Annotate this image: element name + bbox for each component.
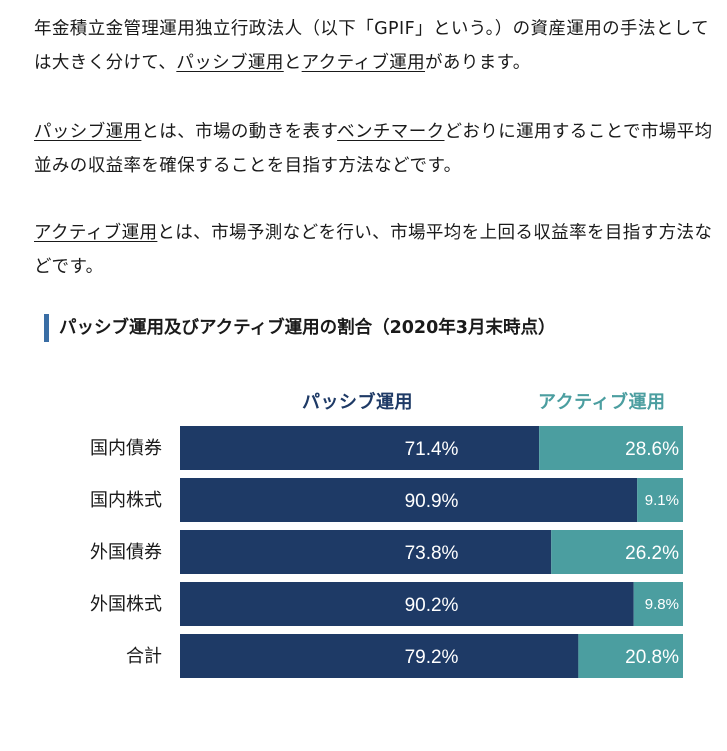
active-bar	[578, 634, 683, 678]
passive-bar	[180, 530, 552, 574]
active-bar	[637, 478, 683, 522]
intro-text: 年金積立金管理運用独立行政法人（以下「GPIF」という。）の資産運用の手法として…	[34, 19, 710, 73]
passive-bar	[180, 582, 634, 626]
active-definition-text: とは、市場予測などを行い、市場平均を上回る収益率を目指す方法などです。	[34, 223, 713, 277]
passive-value-label: 90.2%	[405, 595, 459, 616]
passive-definition-text: とは、市場の動きを表す	[141, 122, 338, 142]
category-label: 合計	[126, 646, 162, 667]
passive-investment-link[interactable]: パッシブ運用	[34, 122, 142, 142]
series-header-active: アクティブ運用	[538, 392, 666, 413]
intro-paragraph: 年金積立金管理運用独立行政法人（以下「GPIF」という。）の資産運用の手法として…	[34, 12, 724, 80]
chart-section-title: パッシブ運用及びアクティブ運用の割合（2020年3月末時点）	[44, 314, 555, 342]
passive-value-label: 90.9%	[405, 491, 459, 512]
active-bar	[539, 426, 683, 470]
category-label: 国内債券	[90, 438, 162, 459]
active-value-label: 26.2%	[625, 543, 679, 564]
passive-definition-text-end: どおりに運用することで市場平均並みの収益率を確保することを目指す方法などです。	[34, 122, 713, 176]
passive-investment-link[interactable]: パッシブ運用	[176, 53, 284, 73]
passive-definition-paragraph: パッシブ運用とは、市場の動きを表すベンチマークどおりに運用することで市場平均並み…	[34, 115, 724, 183]
active-value-label: 9.1%	[645, 492, 679, 509]
active-value-label: 9.8%	[645, 596, 679, 613]
passive-value-label: 79.2%	[405, 647, 459, 668]
passive-value-label: 71.4%	[405, 439, 459, 460]
benchmark-link[interactable]: ベンチマーク	[337, 122, 445, 142]
intro-text-end: があります。	[425, 53, 531, 73]
active-definition-paragraph: アクティブ運用とは、市場予測などを行い、市場平均を上回る収益率を目指す方法などで…	[34, 216, 724, 284]
category-label: 国内株式	[90, 490, 162, 511]
active-bar	[633, 582, 683, 626]
intro-text-and: と	[283, 53, 302, 73]
active-value-label: 20.8%	[625, 647, 679, 668]
active-investment-link[interactable]: アクティブ運用	[301, 53, 426, 73]
passive-bar	[180, 478, 638, 522]
passive-bar	[180, 634, 579, 678]
category-label: 外国債券	[90, 542, 162, 563]
allocation-stacked-bar-chart: 国内債券 71.4% 28.6% 国内株式 90.9% 9.1% 外国債券 73.8% 26.2…	[90, 426, 683, 678]
active-bar	[551, 530, 683, 574]
passive-bar	[180, 426, 540, 470]
passive-value-label: 73.8%	[405, 543, 459, 564]
series-header-passive: パッシブ運用	[302, 392, 413, 413]
category-label: 外国株式	[90, 594, 162, 615]
active-investment-link[interactable]: アクティブ運用	[34, 223, 158, 243]
active-value-label: 28.6%	[625, 439, 679, 460]
